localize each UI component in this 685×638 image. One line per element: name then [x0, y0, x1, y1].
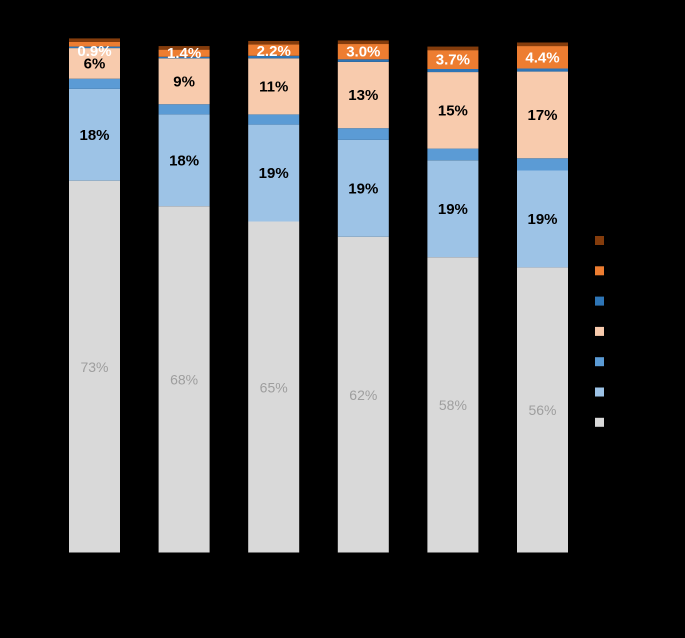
data-label-5-5: 4.4%	[525, 49, 559, 66]
legend-swatch-5	[595, 266, 604, 276]
data-label-5-4: 3.7%	[436, 52, 470, 69]
data-label-5-0: 0.9%	[77, 43, 111, 60]
bar-segment-6-3	[337, 40, 389, 45]
data-label-3-1: 9%	[173, 73, 195, 90]
bar-segment-2-2	[248, 114, 300, 125]
data-label-3-2: 11%	[259, 78, 288, 95]
data-label-3-4: 15%	[438, 102, 468, 119]
legend-swatch-0	[595, 417, 604, 427]
bar-segment-3-1	[158, 58, 210, 105]
bar-segment-5-5	[517, 46, 568, 69]
bar-segment-4-1	[158, 56, 210, 59]
bar-segment-1-1	[158, 114, 210, 207]
data-label-1-4: 19%	[438, 201, 468, 218]
bar-segment-6-0	[69, 38, 120, 42]
bar-segment-0-3	[337, 236, 389, 554]
bar-segment-0-5	[517, 267, 568, 553]
bar-segment-2-0	[69, 78, 120, 89]
data-label-1-3: 19%	[348, 180, 378, 197]
bar-segment-6-5	[517, 42, 568, 47]
data-label-0-5: 56%	[528, 402, 556, 418]
bar-segment-4-4	[427, 69, 479, 73]
bar-segment-2-5	[517, 158, 568, 171]
bar-segment-0-2	[248, 221, 300, 553]
data-labels-layer: 73% 18% 6%0.9% 68% 18% 9% 1.4% 65% 19% 11% 2.2% 62%…	[77, 43, 559, 418]
legend-swatch-6	[595, 236, 604, 245]
data-label-0-2: 65%	[260, 379, 288, 395]
bar-segment-1-4	[427, 160, 479, 258]
legend-swatch-4	[595, 296, 604, 306]
bar-segment-0-0	[69, 180, 120, 553]
data-label-0-1: 68%	[170, 372, 198, 388]
data-label-1-5: 19%	[527, 211, 557, 228]
data-label-5-3: 3.0%	[346, 44, 380, 61]
bar-segment-0-4	[427, 257, 479, 553]
bar-segment-3-4	[427, 72, 479, 149]
bar-segment-2-1	[158, 104, 210, 115]
bar-segment-5-4	[427, 50, 479, 70]
bar-segment-2-4	[427, 148, 479, 161]
data-label-0-0: 73%	[80, 359, 108, 375]
bar-segment-5-1	[158, 49, 210, 57]
data-label-0-3: 62%	[349, 387, 377, 403]
bar-segment-6-2	[248, 40, 300, 45]
bar-segment-0-1	[158, 206, 210, 553]
legend	[595, 236, 604, 427]
bar-segment-2-3	[337, 128, 389, 140]
bar-segment-4-3	[337, 59, 389, 62]
legend-swatch-1	[595, 387, 604, 397]
bar-segment-5-0	[69, 41, 120, 47]
bar-segment-3-0	[69, 48, 120, 79]
bar-segment-6-1	[158, 46, 210, 50]
legend-swatch-3	[595, 326, 604, 336]
bar-segment-3-2	[248, 58, 300, 115]
bar-segment-4-0	[69, 46, 120, 49]
bar-segment-1-5	[517, 170, 568, 268]
bar-segment-4-2	[248, 55, 300, 59]
bar-segment-5-3	[337, 44, 389, 60]
bar-segment-6-4	[427, 46, 479, 51]
data-label-3-5: 17%	[527, 107, 557, 124]
bar-segment-1-0	[69, 88, 120, 181]
legend-swatch-2	[595, 357, 604, 367]
data-label-5-2: 2.2%	[257, 43, 291, 60]
bar-segment-3-5	[517, 71, 568, 159]
bar-segment-4-5	[517, 68, 568, 72]
bar-segment-5-2	[248, 44, 300, 56]
bar-segment-1-3	[337, 139, 389, 237]
bar-segment-3-3	[337, 61, 389, 129]
data-label-3-3: 13%	[348, 87, 378, 104]
bars-layer	[69, 38, 568, 554]
data-label-1-0: 18%	[79, 127, 109, 144]
data-label-1-1: 18%	[169, 152, 199, 169]
bar-segment-1-2	[248, 124, 300, 222]
data-label-1-2: 19%	[259, 165, 289, 182]
data-label-5-1: 1.4%	[167, 45, 201, 62]
data-label-3-0: 6%	[84, 55, 106, 72]
data-label-0-4: 58%	[439, 397, 467, 413]
